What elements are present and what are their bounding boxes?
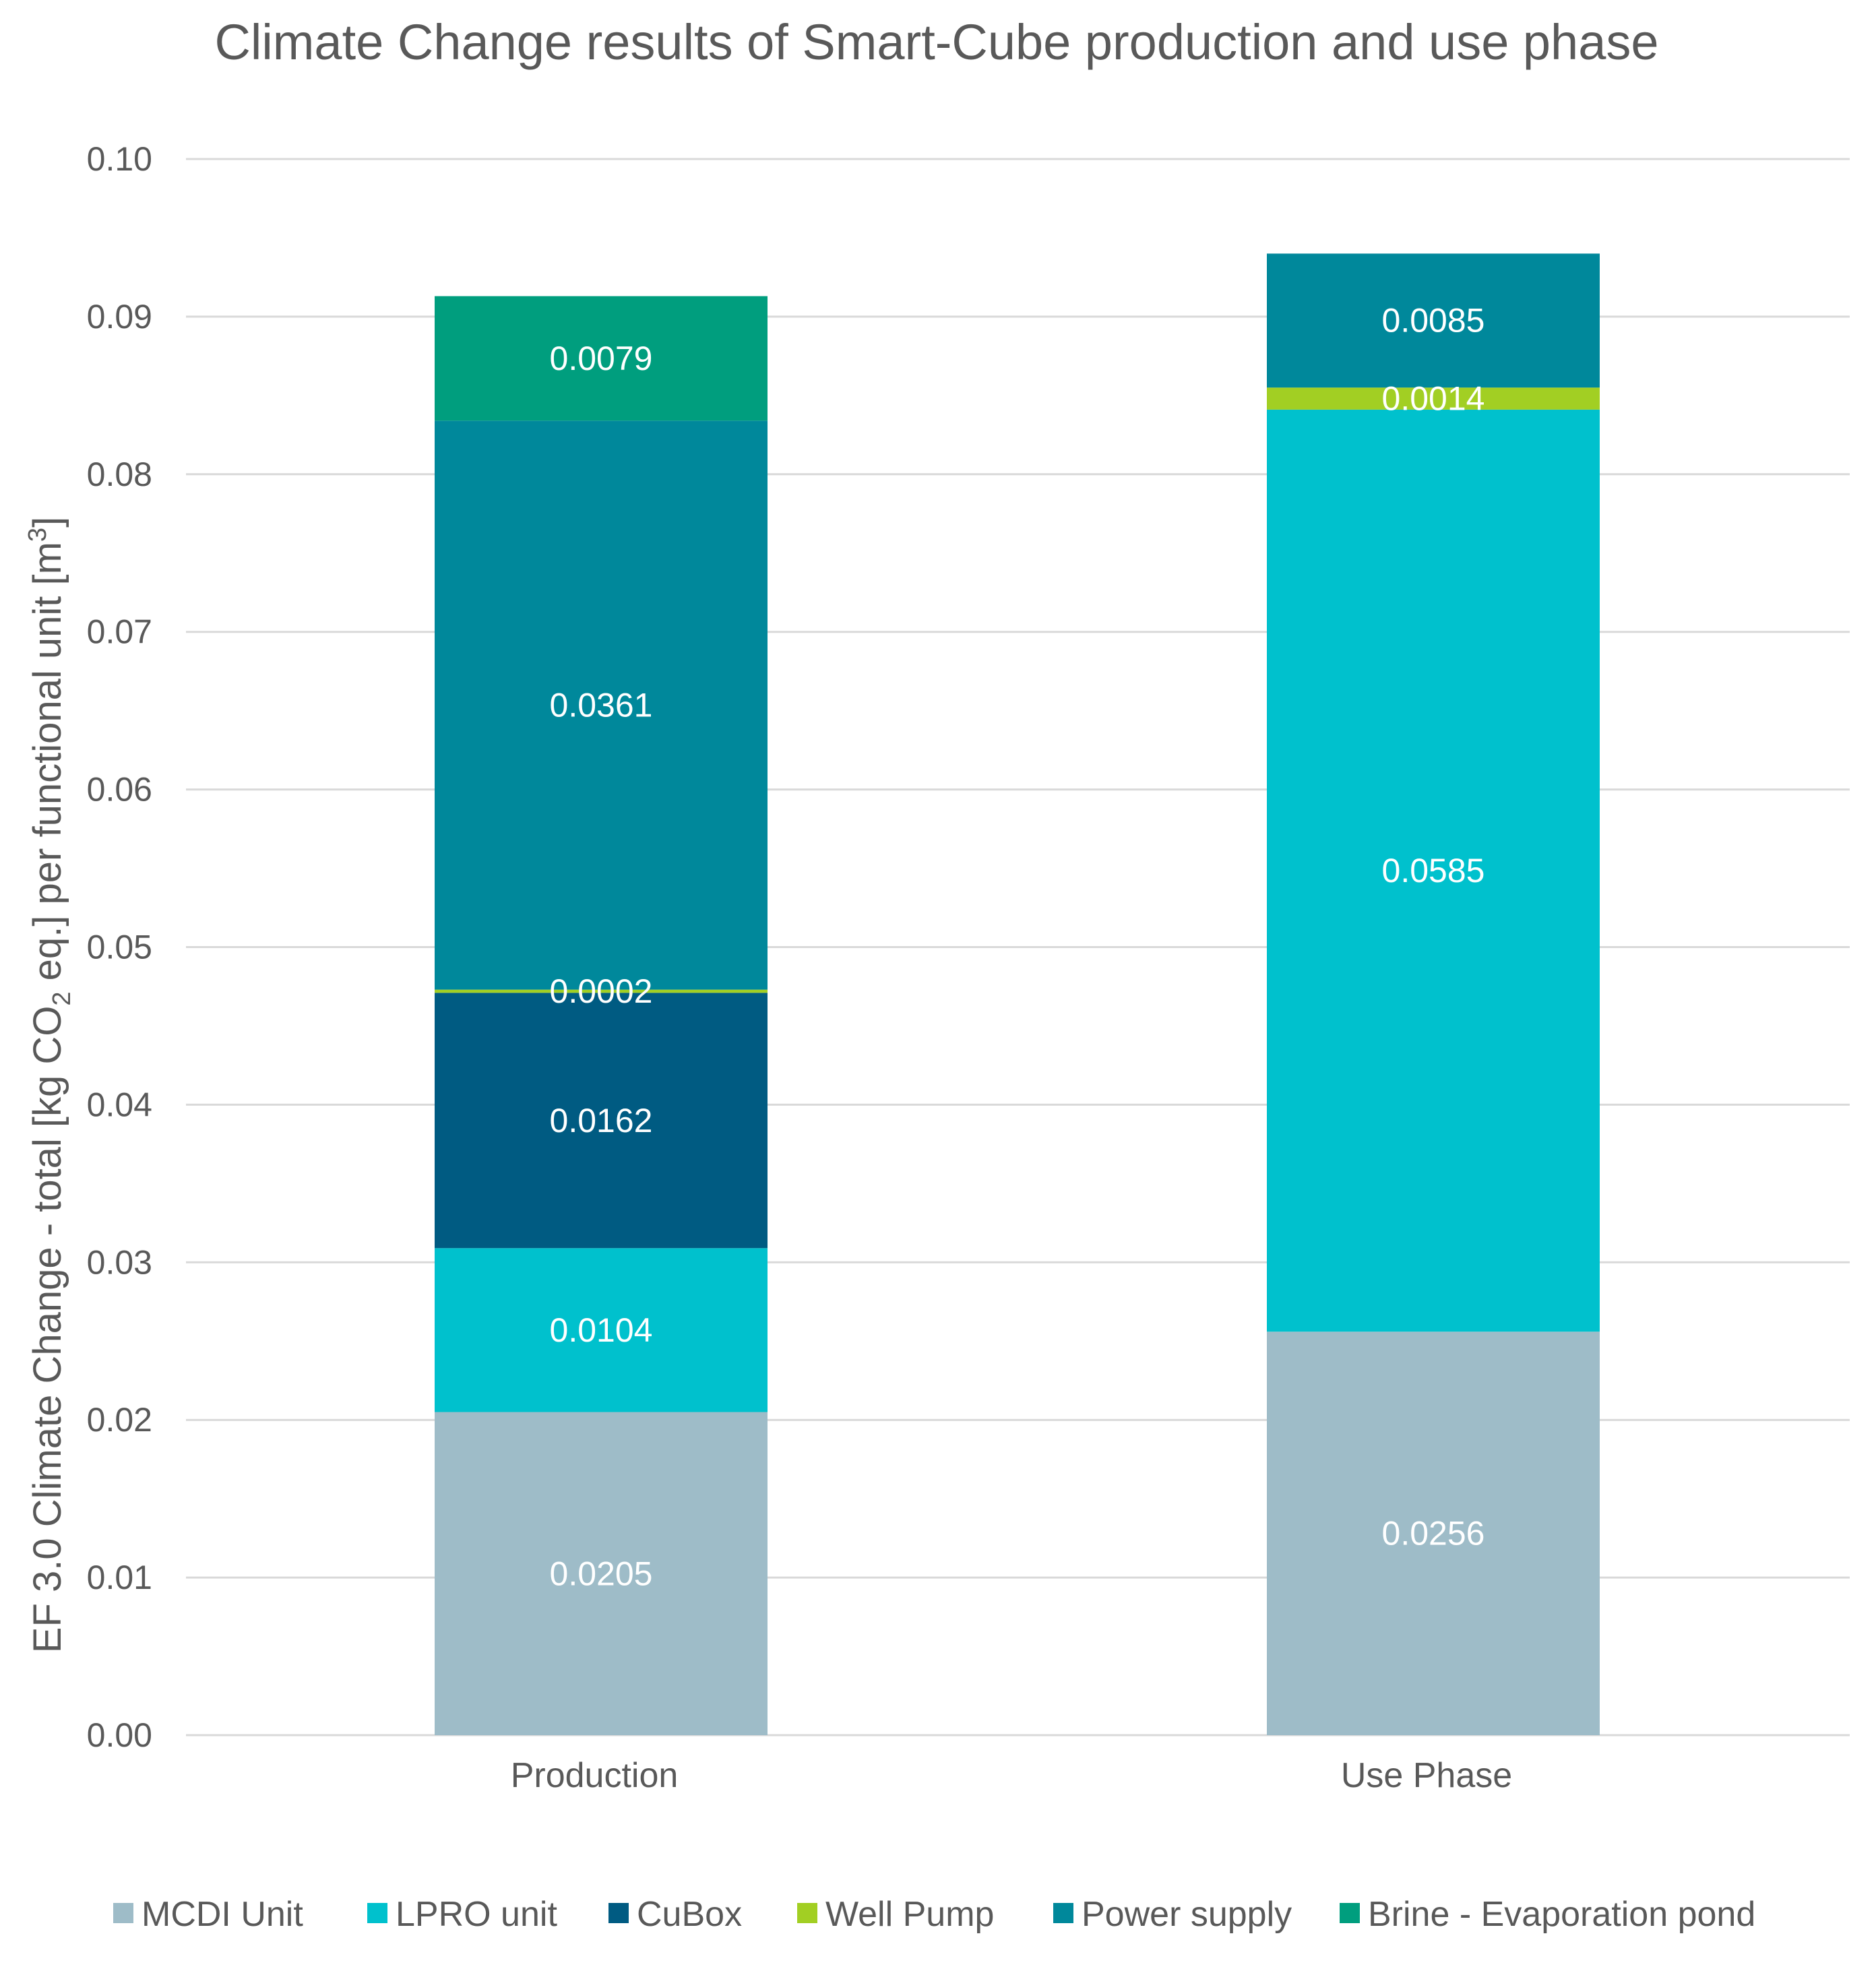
data-label: 0.0085 <box>1382 302 1485 340</box>
legend-label: Brine - Evaporation pond <box>1368 1895 1755 1934</box>
y-axis-label-prefix: EF 3.0 Climate Change - total [kg CO <box>26 1006 69 1654</box>
legend-label: CuBox <box>637 1895 742 1934</box>
data-label: 0.0079 <box>550 340 653 377</box>
data-label: 0.0104 <box>550 1311 653 1349</box>
data-label: 0.0205 <box>550 1555 653 1592</box>
data-label: 0.0585 <box>1382 852 1485 889</box>
bar-segment-power-supply <box>435 420 768 990</box>
legend-label: MCDI Unit <box>142 1895 303 1934</box>
data-label: 0.0361 <box>550 686 653 724</box>
y-tick-label: 0.02 <box>87 1401 152 1439</box>
y-tick-label: 0.10 <box>87 140 152 178</box>
y-tick-label: 0.03 <box>87 1243 152 1281</box>
bars <box>435 253 1600 1735</box>
y-tick-label: 0.05 <box>87 929 152 966</box>
legend-swatch <box>797 1903 817 1923</box>
y-axis-label-subscript: 2 <box>48 991 76 1005</box>
legend-swatch <box>1340 1903 1360 1923</box>
bar-segment-power-supply <box>1267 253 1600 388</box>
data-label: 0.0002 <box>550 972 653 1010</box>
bar-segment-mcdi-unit <box>1267 1332 1600 1735</box>
x-axis-ticks: Production Use Phase <box>511 1756 1512 1795</box>
y-tick-label: 0.09 <box>87 298 152 336</box>
y-axis-label-superscript: 3 <box>24 528 52 542</box>
y-tick-label: 0.04 <box>87 1086 152 1123</box>
data-label: 0.0162 <box>550 1102 653 1139</box>
y-tick-label: 0.00 <box>87 1716 152 1754</box>
y-tick-label: 0.06 <box>87 771 152 809</box>
y-axis-label: EF 3.0 Climate Change - total [kg CO2 eq… <box>24 517 76 1653</box>
legend-label: Well Pump <box>825 1895 994 1934</box>
bar-segment-brine-evaporation-pond <box>435 296 768 421</box>
y-tick-label: 0.01 <box>87 1559 152 1596</box>
data-labels: 0.0205 0.0104 0.0162 0.0002 0.0361 0.0079 0.02… <box>550 302 1485 1593</box>
legend-swatch <box>608 1903 629 1923</box>
bar-segment-lpro-unit <box>1267 409 1600 1332</box>
data-label: 0.0256 <box>1382 1515 1485 1553</box>
chart-title: Climate Change results of Smart-Cube pro… <box>214 14 1658 70</box>
legend-swatch <box>1053 1903 1073 1923</box>
x-tick-label: Production <box>511 1756 679 1795</box>
bar-segment-well-pump <box>435 989 768 993</box>
legend-swatch <box>113 1903 133 1923</box>
y-tick-label: 0.07 <box>87 613 152 651</box>
bar-segment-well-pump <box>1267 387 1600 410</box>
x-tick-label: Use Phase <box>1341 1756 1512 1795</box>
bar-segment-lpro-unit <box>435 1248 768 1412</box>
legend-label: Power supply <box>1082 1895 1292 1934</box>
bar-segment-mcdi-unit <box>435 1412 768 1735</box>
data-label: 0.0014 <box>1382 380 1485 418</box>
y-axis-ticks: 0.00 0.01 0.02 0.03 0.04 0.05 0.06 0.07 0.08 0.09… <box>87 140 152 1754</box>
y-axis-label-middle: eq.] per functional unit [m <box>26 542 69 991</box>
legend: MCDI Unit LPRO unit CuBox Well Pump Power su… <box>113 1895 1755 1934</box>
legend-label: LPRO unit <box>396 1895 557 1934</box>
legend-swatch <box>367 1903 387 1923</box>
y-axis-label-suffix: ] <box>26 517 69 528</box>
y-tick-label: 0.08 <box>87 456 152 493</box>
bar-segment-cubox <box>435 993 768 1249</box>
